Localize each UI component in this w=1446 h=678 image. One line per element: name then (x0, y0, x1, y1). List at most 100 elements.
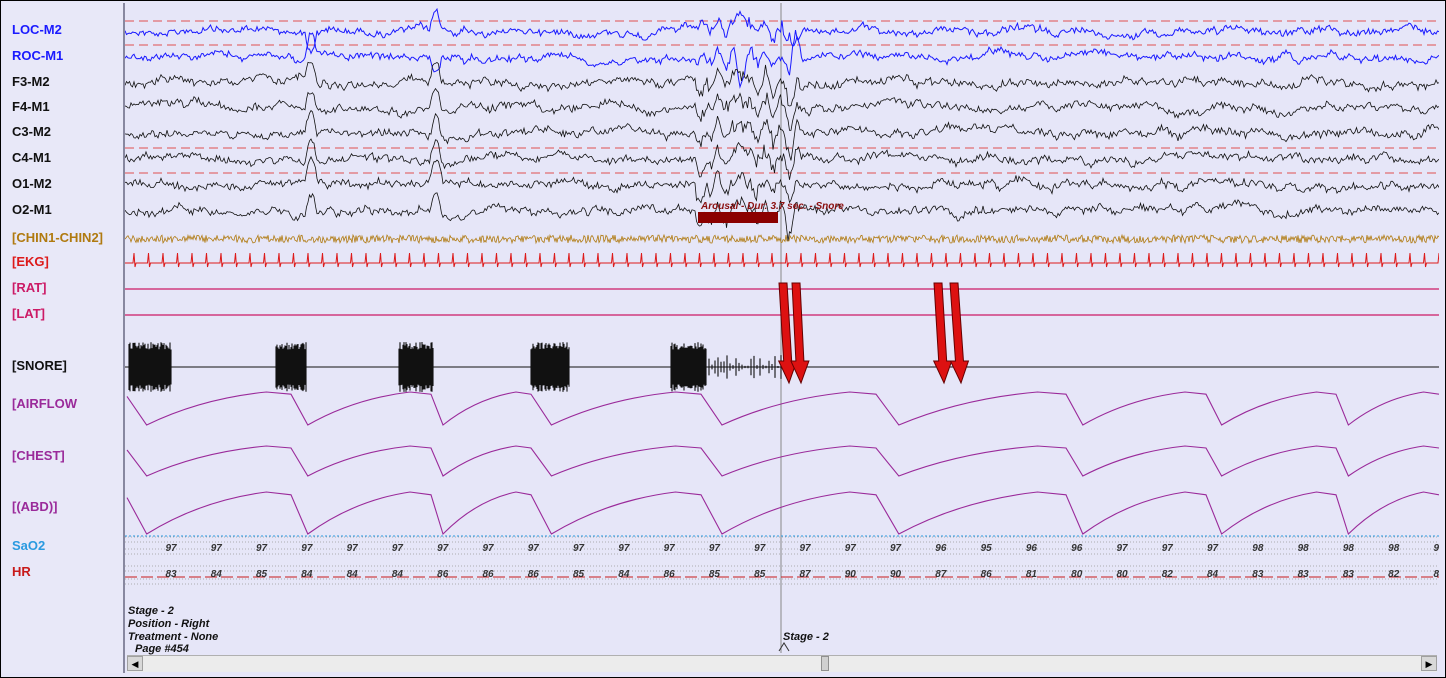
hr-value: 83 (1343, 569, 1355, 580)
sao2-value: 96 (935, 543, 947, 554)
page-info: Page #454 (135, 643, 189, 655)
sao2-value: 97 (437, 543, 449, 554)
channel-label: [AIRFLOW (12, 396, 77, 411)
sao2-value: 97 (528, 543, 540, 554)
chin-emg-trace (125, 233, 1439, 245)
eeg-trace (125, 155, 1439, 204)
loc-m2-trace (125, 7, 1439, 55)
channel-label: SaO2 (12, 538, 46, 553)
channel-label-panel: LOC-M2 ROC-M1 F3-M2 F4-M1 C3-M2 C4-M1 O1-M2 O2-… (3, 3, 125, 673)
hr-value: 83 (1252, 569, 1264, 580)
scrollbar-thumb[interactable] (821, 656, 829, 671)
channel-label: HR (12, 564, 31, 579)
signal-plot: 97 97 97 97 97 97 97 97 97 97 97 97 97 97 97 97 97 96 95 96… (125, 3, 1439, 653)
roc-m1-trace (125, 30, 1439, 89)
hr-value: 84 (347, 569, 359, 580)
channel-label: [RAT] (12, 280, 47, 295)
channel-label: O1-M2 (12, 176, 52, 191)
hr-value: 82 (1388, 569, 1400, 580)
channel-label: F3-M2 (12, 74, 50, 89)
hr-value: 90 (845, 569, 857, 580)
hr-value: 82 (1162, 569, 1174, 580)
hr-value: 86 (437, 569, 449, 580)
hr-value: 85 (256, 569, 268, 580)
sao2-value: 97 (392, 543, 404, 554)
red-arrow (790, 282, 810, 385)
channel-label: [LAT] (12, 306, 45, 321)
snore-bursts (128, 342, 782, 392)
chest-trace (126, 445, 1439, 477)
sao2-value: 97 (1116, 543, 1128, 554)
hr-value: 81 (1026, 569, 1038, 580)
hr-value: 87 (935, 569, 947, 580)
sao2-value: 97 (709, 543, 721, 554)
hr-value: 83 (1433, 569, 1439, 580)
channel-label: [(ABD)] (12, 499, 58, 514)
hr-value: 83 (1298, 569, 1310, 580)
sao2-value: 97 (754, 543, 766, 554)
channel-label: C3-M2 (12, 124, 52, 139)
sao2-value: 96 (1026, 543, 1038, 554)
channel-label: C4-M1 (12, 150, 52, 165)
stage-info: Stage - 2 (128, 605, 174, 617)
sao2-value: 97 (664, 543, 676, 554)
scroll-right-button[interactable]: ▶ (1421, 656, 1437, 671)
hr-value: 84 (618, 569, 630, 580)
channel-label: ROC-M1 (12, 48, 64, 63)
hr-value: 87 (799, 569, 811, 580)
sao2-value: 97 (165, 543, 177, 554)
hr-value: 83 (165, 569, 177, 580)
sao2-value: 96 (1071, 543, 1083, 554)
hr-value: 86 (528, 569, 540, 580)
eeg-trace (125, 192, 1439, 242)
channel-label: [EKG] (12, 254, 49, 269)
hr-value: 80 (1116, 569, 1128, 580)
hr-value: 90 (890, 569, 902, 580)
arousal-marker (698, 212, 778, 223)
sao2-value: 97 (573, 543, 585, 554)
sao2-value: 95 (981, 543, 993, 554)
sao2-value: 97 (347, 543, 359, 554)
eeg-trace (125, 109, 1439, 161)
sao2-value: 98 (1252, 543, 1264, 554)
abd-trace (126, 491, 1439, 536)
eeg-trace (125, 87, 1439, 131)
treatment-info: Treatment - None (128, 631, 219, 643)
sao2-value: 97 (1162, 543, 1174, 554)
horizontal-scrollbar[interactable]: ◀ ▶ (127, 655, 1437, 672)
hr-value: 84 (392, 569, 404, 580)
hr-value: 86 (664, 569, 676, 580)
hr-value: 85 (709, 569, 721, 580)
hr-value: 80 (1071, 569, 1083, 580)
sao2-value: 97 (301, 543, 313, 554)
sao2-value: 97 (618, 543, 630, 554)
red-arrow (777, 282, 798, 385)
sao2-value: 97 (211, 543, 223, 554)
hr-value: 86 (981, 569, 993, 580)
hr-value: 84 (301, 569, 313, 580)
sao2-value: 97 (890, 543, 902, 554)
channel-label: LOC-M2 (12, 22, 62, 37)
sao2-value: 98 (1433, 543, 1439, 554)
hr-value: 86 (482, 569, 494, 580)
sao2-value: 98 (1388, 543, 1400, 554)
stage-marker-label: Stage - 2 (783, 631, 829, 643)
channel-label: F4-M1 (12, 99, 50, 114)
stage-marker-tick (778, 642, 790, 652)
channel-label: [CHEST] (12, 448, 65, 463)
hr-value: 84 (211, 569, 223, 580)
sao2-value: 97 (1207, 543, 1219, 554)
sao2-value: 97 (256, 543, 268, 554)
sao2-value: 98 (1343, 543, 1355, 554)
sao2-value: 97 (799, 543, 811, 554)
sao2-value: 98 (1298, 543, 1310, 554)
eeg-trace (125, 138, 1439, 180)
sao2-value: 97 (482, 543, 494, 554)
channel-label: [SNORE] (12, 358, 67, 373)
red-arrow (932, 282, 953, 385)
hr-value: 85 (754, 569, 766, 580)
scroll-left-button[interactable]: ◀ (127, 656, 143, 671)
hr-value: 85 (573, 569, 585, 580)
hr-value: 84 (1207, 569, 1219, 580)
